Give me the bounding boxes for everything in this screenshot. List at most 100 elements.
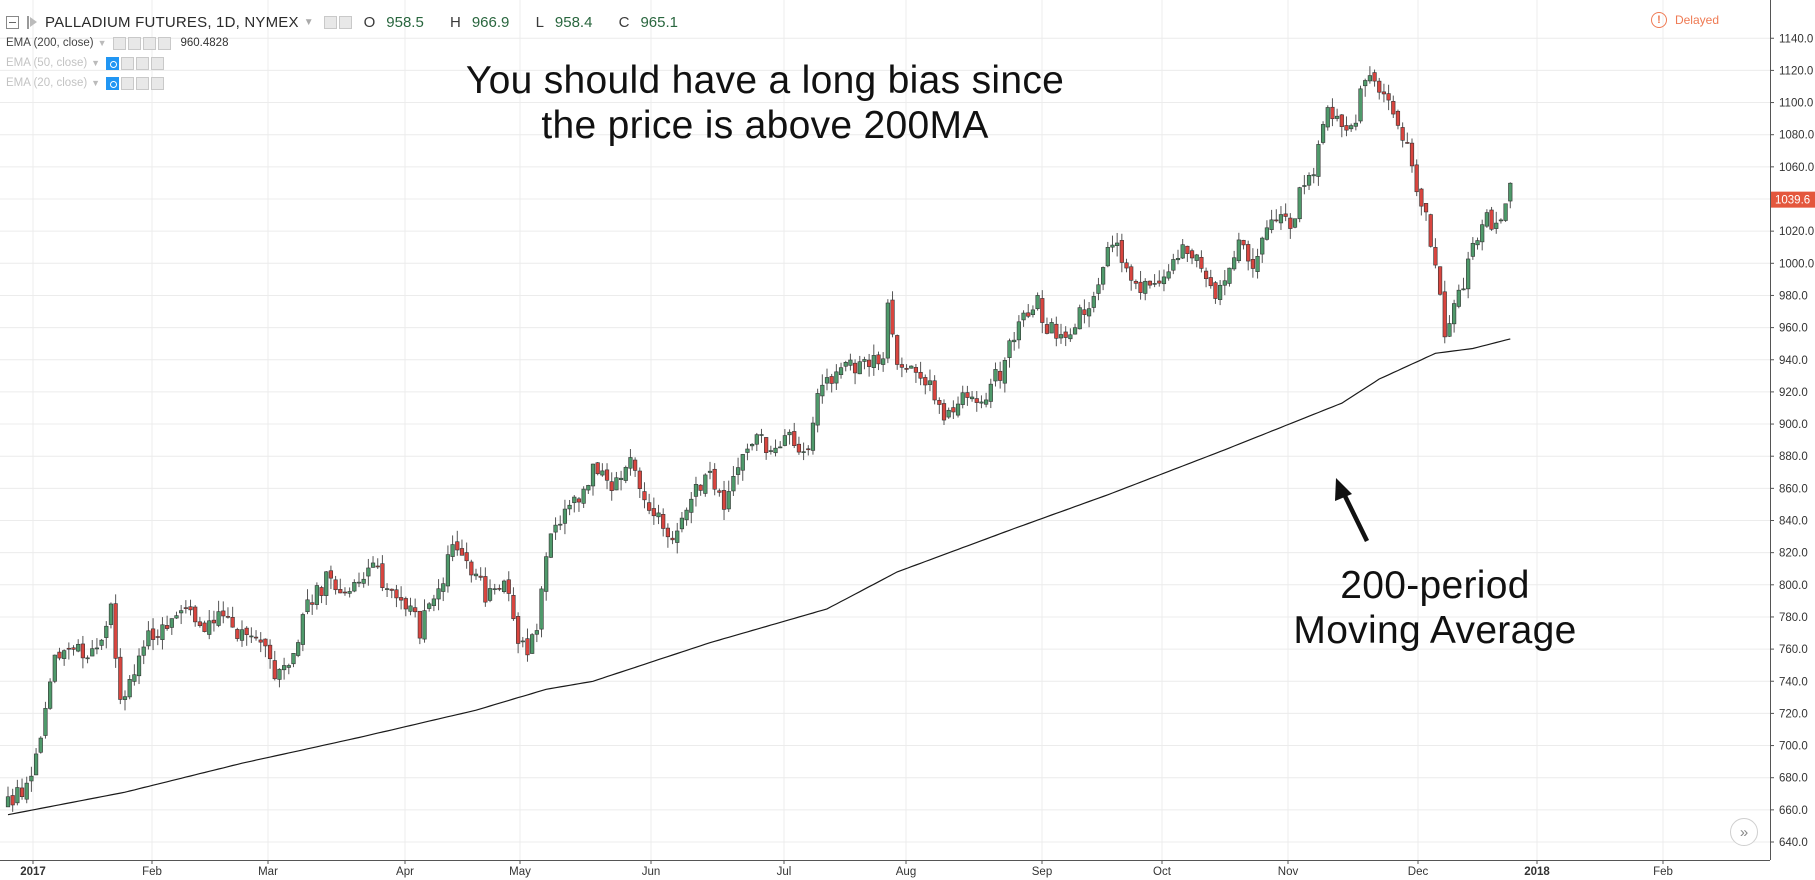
candle (1498, 218, 1504, 224)
scroll-to-realtime-button[interactable]: » (1730, 818, 1758, 846)
candle (258, 632, 263, 653)
symbol-title[interactable]: PALLADIUM FUTURES, 1D, NYMEX (45, 13, 299, 31)
candle-body-down (974, 398, 979, 403)
delayed-indicator[interactable]: ! Delayed (1650, 12, 1719, 28)
candle-body-up (445, 554, 451, 587)
candle-body-up (960, 392, 965, 405)
last-price-tag-bg (1771, 191, 1815, 208)
settings-icon[interactable] (121, 76, 135, 90)
candle (267, 639, 273, 669)
candle-body-down (633, 459, 638, 471)
candle (179, 604, 184, 625)
candle-body-up (1302, 185, 1307, 187)
candle-body-down (394, 589, 399, 599)
candle (94, 638, 100, 655)
more-icon[interactable] (136, 56, 150, 70)
candle-body-up (1021, 312, 1026, 321)
candle (296, 639, 301, 658)
candle (1339, 114, 1344, 138)
candle (787, 429, 792, 445)
more-icon[interactable] (136, 76, 150, 90)
hidden-eye-icon[interactable] (106, 56, 120, 70)
candle-body-up (1484, 212, 1489, 227)
candle-body-up (600, 470, 605, 476)
candle-body-up (562, 508, 568, 524)
candle (675, 522, 680, 554)
eye-icon[interactable] (112, 36, 126, 50)
candle (754, 432, 759, 452)
candle-body-down (1203, 270, 1209, 279)
chevron-down-icon[interactable]: ▼ (303, 16, 314, 28)
candle (637, 467, 642, 498)
hidden-eye-icon[interactable] (106, 76, 120, 90)
candle-body-up (1180, 244, 1185, 259)
candle-body-up (5, 796, 11, 808)
candle-body-down (918, 371, 923, 379)
candle-body-down (1386, 93, 1391, 101)
candle (338, 578, 343, 594)
settings-icon[interactable] (338, 15, 352, 29)
y-tick-label: 1000.0 (1779, 258, 1814, 270)
candle (422, 599, 427, 643)
settings-icon[interactable] (121, 56, 135, 70)
candle (1012, 332, 1017, 351)
candle (857, 355, 862, 375)
x-tick-label: Feb (142, 866, 162, 878)
candle (876, 351, 881, 371)
candle-body-up (558, 523, 563, 526)
study-name[interactable]: EMA (200, close) (6, 37, 94, 49)
candle (1466, 251, 1471, 299)
chevron-down-icon[interactable]: ▼ (91, 58, 101, 68)
candle-body-down (1147, 280, 1153, 286)
candle (57, 647, 62, 661)
candle-body-up (1105, 247, 1110, 267)
eye-icon[interactable] (323, 15, 337, 29)
candle (923, 374, 928, 395)
candle-body-up (207, 620, 212, 635)
close-icon[interactable] (151, 56, 165, 70)
candle-body-down (66, 647, 71, 650)
candle (670, 531, 675, 545)
candle (324, 571, 329, 605)
candle-body-up (675, 530, 680, 543)
candle-body-down (464, 552, 469, 562)
candle (520, 636, 525, 648)
candle-body-up (324, 571, 329, 596)
candle (1044, 317, 1050, 335)
candle (389, 588, 394, 599)
candle (1325, 105, 1330, 131)
candle-body-down (483, 576, 488, 603)
candle-body-down (272, 660, 277, 680)
study-name[interactable]: EMA (50, close) (6, 57, 88, 69)
flag-icon[interactable] (27, 15, 37, 29)
candle-body-down (267, 644, 273, 660)
candle-body-down (1377, 80, 1382, 93)
candle-body-up (1077, 307, 1082, 330)
chevron-down-icon[interactable]: ▼ (97, 38, 107, 48)
candle (1386, 84, 1391, 111)
candle (1222, 269, 1227, 296)
candle-body-down (57, 651, 62, 659)
candle-body-up (881, 358, 886, 365)
study-name[interactable]: EMA (20, close) (6, 77, 88, 89)
settings-icon[interactable] (127, 36, 141, 50)
candle (1157, 270, 1162, 287)
x-tick-label: Jun (642, 866, 661, 878)
close-icon[interactable] (151, 76, 165, 90)
exclamation-circle-icon: ! (1650, 12, 1667, 28)
candle (1054, 316, 1059, 347)
candle-body-up (623, 467, 628, 481)
candle (370, 556, 376, 568)
candle (497, 584, 502, 592)
collapse-icon[interactable] (6, 15, 19, 29)
candle-body-up (1349, 125, 1354, 130)
more-icon[interactable] (142, 36, 156, 50)
close-icon[interactable] (157, 36, 171, 50)
candle-body-up (427, 603, 432, 609)
candle-body-down (665, 527, 670, 538)
candle-body-down (225, 616, 231, 618)
candle (1236, 232, 1241, 264)
chevron-down-icon[interactable]: ▼ (91, 78, 101, 88)
